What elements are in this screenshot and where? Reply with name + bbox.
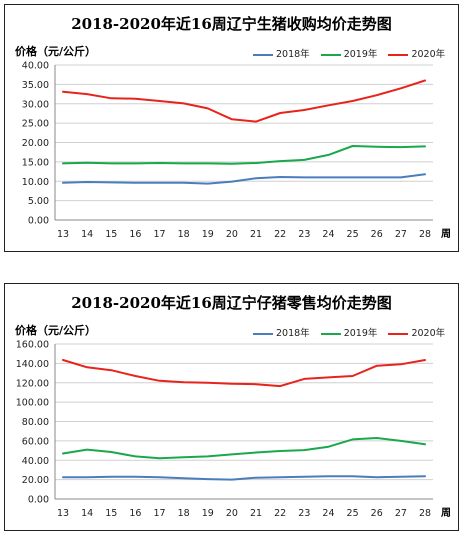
x-tick-label: 24 <box>322 229 334 240</box>
x-tick-label: 22 <box>274 229 286 240</box>
x-tick-label: 13 <box>57 508 69 519</box>
x-tick-label: 14 <box>81 508 93 519</box>
y-tick-label: 20.00 <box>22 475 49 486</box>
x-tick-label: 19 <box>202 508 214 519</box>
series-line-2019年 <box>62 145 426 165</box>
x-tick-label: 15 <box>105 508 117 519</box>
x-tick-label: 18 <box>178 508 190 519</box>
series-line-2020年 <box>62 79 426 123</box>
x-tick-label: 25 <box>347 229 359 240</box>
legend-swatch-2019 <box>320 332 341 335</box>
x-axis-label: 周 <box>441 507 451 519</box>
legend-item-2020: 2020年 <box>388 46 445 60</box>
legend-swatch-2020 <box>388 53 409 56</box>
x-tick-label: 27 <box>395 229 407 240</box>
x-tick-label: 13 <box>57 229 69 240</box>
x-tick-label: 22 <box>274 508 286 519</box>
legend-item-2019: 2019年 <box>320 46 378 60</box>
series-line-2020年 <box>62 359 426 388</box>
y-tick-label: 35.00 <box>22 80 49 91</box>
y-tick-label: 40.00 <box>22 61 49 72</box>
chart-panel-2: 2018-2020年近16周辽宁仔猪零售均价走势图 价格（元/公斤） 2018年… <box>4 283 459 531</box>
x-axis-label: 周 <box>441 228 451 240</box>
y-tick-label: 10.00 <box>22 177 49 188</box>
series-line-2018年 <box>62 173 426 185</box>
legend-swatch-2019 <box>320 53 341 56</box>
legend-item-2020: 2020年 <box>388 325 445 339</box>
x-tick-label: 23 <box>298 508 310 519</box>
x-tick-label: 28 <box>419 508 431 519</box>
y-tick-label: 20.00 <box>22 138 49 149</box>
legend-swatch-2020 <box>388 332 409 335</box>
chart-plot-1: 0.00 5.00 10.00 15.00 20.00 25.00 30.00 35.00 40… <box>22 61 451 241</box>
y-tick-label: 140.00 <box>16 359 49 370</box>
legend-label-2019: 2019年 <box>343 328 378 339</box>
legend-label-2018: 2018年 <box>276 328 310 339</box>
legend-swatch-2018 <box>253 53 273 56</box>
x-tick-label: 14 <box>81 229 93 240</box>
series-line-2018年 <box>62 475 426 481</box>
y-tick-label: 0.00 <box>28 216 49 227</box>
x-tick-label: 16 <box>129 229 141 240</box>
legend-item-2018: 2018年 <box>253 325 310 339</box>
y-tick-label: 30.00 <box>22 99 49 110</box>
legend-label-2019: 2019年 <box>343 49 378 60</box>
y-axis-label: 价格（元/公斤） <box>15 324 97 337</box>
x-tick-label: 28 <box>419 229 431 240</box>
legend-item-2019: 2019年 <box>320 325 378 339</box>
y-tick-label: 5.00 <box>28 196 49 207</box>
x-tick-label: 15 <box>105 229 117 240</box>
x-tick-label: 23 <box>298 229 310 240</box>
x-tick-label: 26 <box>371 508 383 519</box>
x-tick-label: 17 <box>153 508 165 519</box>
legend-label-2018: 2018年 <box>276 49 310 60</box>
legend-label-2020: 2020年 <box>411 328 446 339</box>
y-tick-label: 15.00 <box>22 157 49 168</box>
chart-plot-2: 0.00 20.00 40.00 60.00 80.00 100.00 120.00 140.… <box>16 340 451 520</box>
legend: 2018年 2019年 2020年 <box>253 325 453 339</box>
y-tick-label: 160.00 <box>16 340 49 351</box>
legend-label-2020: 2020年 <box>411 49 446 60</box>
legend-item-2018: 2018年 <box>253 46 310 60</box>
x-tick-label: 21 <box>250 508 262 519</box>
legend: 2018年 2019年 2020年 <box>253 46 453 60</box>
x-tick-label: 27 <box>395 508 407 519</box>
x-tick-label: 20 <box>226 229 238 240</box>
y-tick-label: 25.00 <box>22 119 49 130</box>
y-tick-label: 40.00 <box>22 456 49 467</box>
y-axis-label: 价格（元/公斤） <box>15 45 97 58</box>
chart-panel-1: 2018-2020年近16周辽宁生猪收购均价走势图 价格（元/公斤） 2018年… <box>4 4 459 252</box>
legend-swatch-2018 <box>253 332 273 335</box>
x-tick-label: 24 <box>322 508 334 519</box>
x-tick-label: 17 <box>153 229 165 240</box>
x-tick-label: 25 <box>347 508 359 519</box>
y-tick-label: 100.00 <box>16 398 49 409</box>
series-line-2019年 <box>62 437 426 460</box>
x-tick-label: 26 <box>371 229 383 240</box>
y-tick-label: 120.00 <box>16 378 49 389</box>
y-tick-label: 60.00 <box>22 436 49 447</box>
x-tick-label: 19 <box>202 229 214 240</box>
chart-title: 2018-2020年近16周辽宁仔猪零售均价走势图 <box>71 294 392 312</box>
x-tick-label: 20 <box>226 508 238 519</box>
y-tick-label: 0.00 <box>28 495 49 506</box>
y-tick-label: 80.00 <box>22 417 49 428</box>
x-tick-label: 16 <box>129 508 141 519</box>
chart-title: 2018-2020年近16周辽宁生猪收购均价走势图 <box>71 15 392 33</box>
x-tick-label: 21 <box>250 229 262 240</box>
x-tick-label: 18 <box>178 229 190 240</box>
